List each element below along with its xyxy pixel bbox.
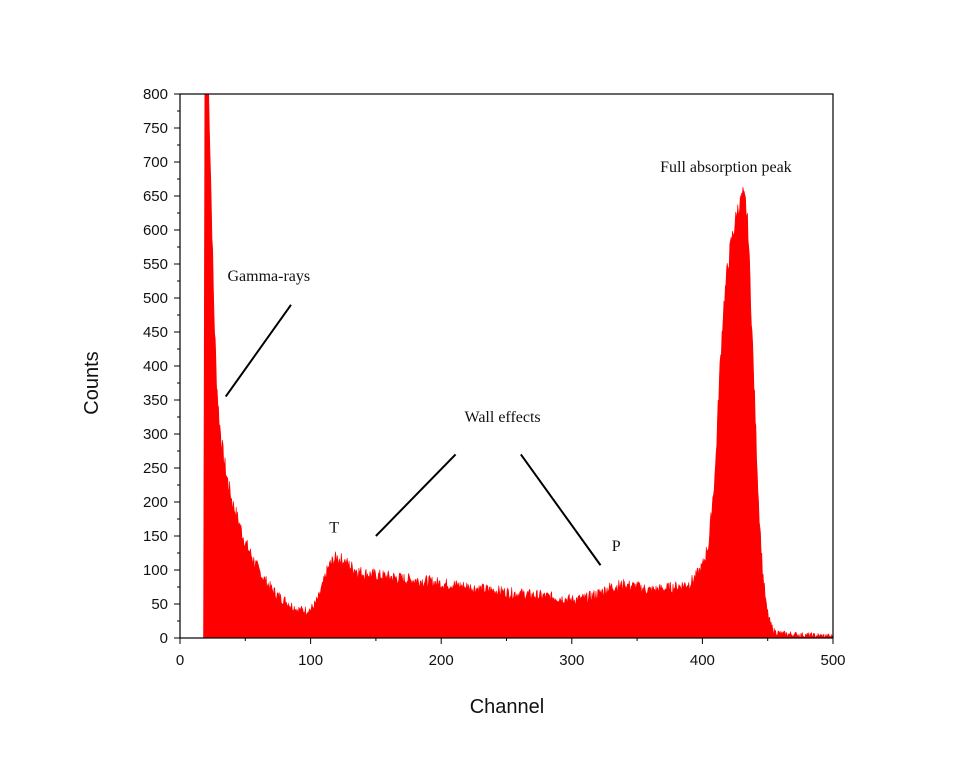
y-axis-label: Counts [81,351,103,414]
x-tick-label: 100 [298,652,323,669]
annotation-label: Gamma-rays [227,268,310,285]
series-area-0 [203,94,833,638]
y-tick-label: 0 [160,630,168,647]
annotation-label: P [612,538,621,555]
y-tick-label: 600 [143,222,168,239]
y-tick-label: 800 [143,86,168,103]
annotations: Gamma-rays T Wall effects P Full absorption … [224,159,792,566]
x-tick-label: 0 [176,652,184,669]
x-tick-label: 500 [820,652,845,669]
y-tick-label: 100 [143,562,168,579]
y-tick-label: 200 [143,494,168,511]
y-tick-label: 650 [143,188,168,205]
annotation-label: Wall effects [465,409,541,426]
annotation-line [375,453,457,537]
annotation-label: T [329,520,339,537]
y-tick-label: 700 [143,154,168,171]
y-tick-label: 350 [143,392,168,409]
y-tick-label: 250 [143,460,168,477]
y-tick-label: 50 [151,596,168,613]
x-tick-label: 200 [429,652,454,669]
y-tick-label: 550 [143,256,168,273]
y-tick-label: 400 [143,358,168,375]
y-tick-label: 300 [143,426,168,443]
annotation-line [224,304,292,398]
x-axis-label: Channel [470,696,545,718]
axes: 0 50 100 150 200 250 300 350 400 450 500 550 600 650 7… [143,86,846,669]
plot-area [203,94,833,638]
y-tick-label: 150 [143,528,168,545]
y-tick-label: 500 [143,290,168,307]
x-tick-label: 300 [559,652,584,669]
x-tick-label: 400 [690,652,715,669]
annotation-label: Full absorption peak [660,159,792,176]
y-tick-label: 450 [143,324,168,341]
annotation-line [520,453,602,566]
y-tick-label: 750 [143,120,168,137]
